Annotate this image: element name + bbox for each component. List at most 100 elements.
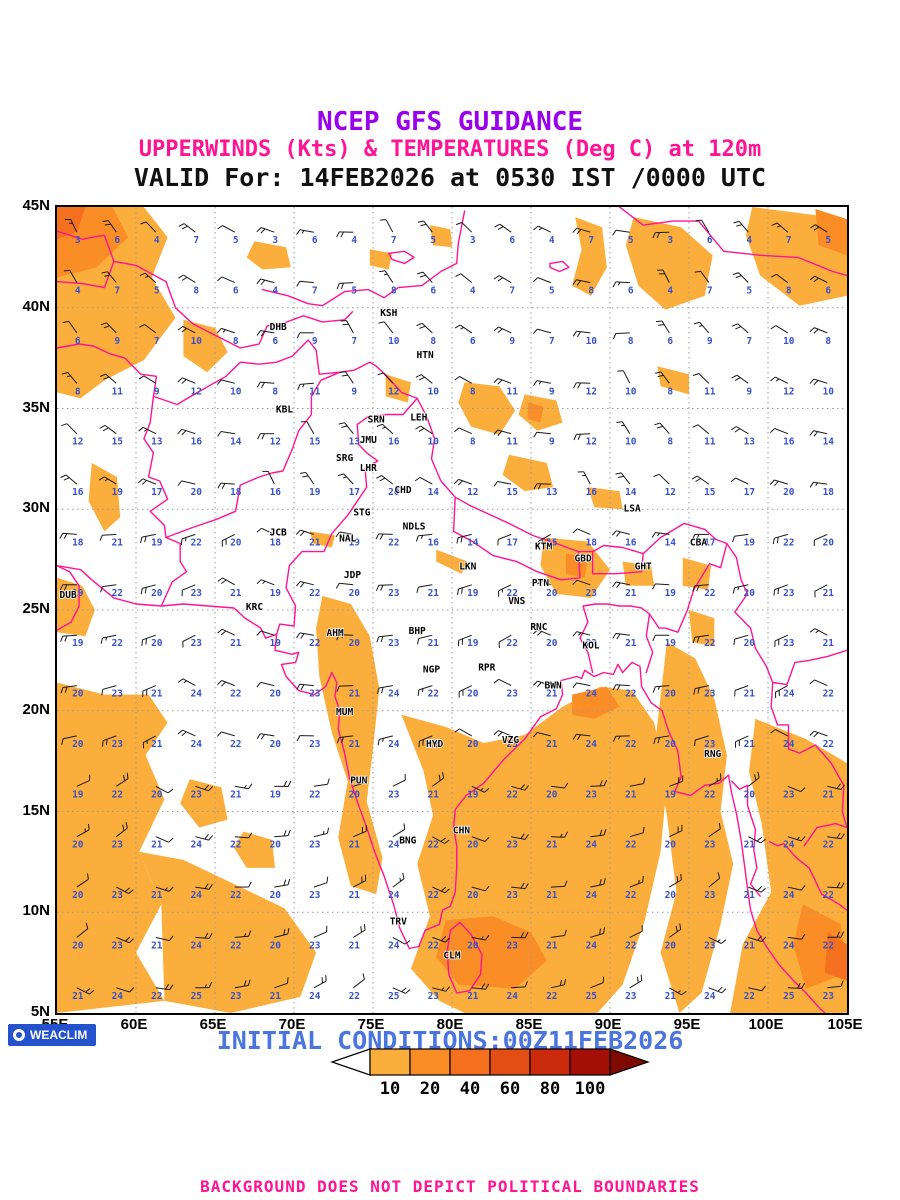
svg-text:24: 24: [388, 739, 400, 750]
svg-text:4: 4: [154, 235, 160, 246]
disclaimer-text: BACKGROUND DOES NOT DEPICT POLITICAL BOU…: [200, 1177, 700, 1196]
svg-text:VZG: VZG: [502, 735, 519, 746]
svg-text:25: 25: [783, 991, 795, 1002]
lon-tick-label: 85E: [515, 1016, 543, 1033]
svg-text:20: 20: [270, 890, 282, 901]
svg-text:10: 10: [191, 336, 203, 347]
svg-text:19: 19: [349, 537, 361, 548]
svg-text:22: 22: [388, 537, 399, 548]
svg-text:7: 7: [154, 336, 160, 347]
svg-text:4: 4: [75, 286, 81, 297]
svg-text:20: 20: [270, 739, 282, 750]
svg-text:21: 21: [151, 739, 163, 750]
svg-text:16: 16: [191, 437, 203, 448]
svg-text:22: 22: [625, 940, 636, 951]
svg-text:19: 19: [665, 588, 677, 599]
svg-text:12: 12: [191, 386, 202, 397]
svg-text:16: 16: [586, 487, 598, 498]
svg-text:22: 22: [506, 588, 517, 599]
svg-text:20: 20: [151, 638, 163, 649]
svg-text:11: 11: [506, 386, 518, 397]
svg-text:20: 20: [823, 537, 835, 548]
svg-text:21: 21: [230, 789, 242, 800]
svg-text:21: 21: [625, 638, 637, 649]
svg-text:22: 22: [428, 689, 439, 700]
svg-text:7: 7: [114, 286, 120, 297]
svg-text:7: 7: [193, 235, 199, 246]
svg-text:22: 22: [230, 890, 241, 901]
svg-text:8: 8: [233, 336, 239, 347]
svg-text:23: 23: [112, 840, 124, 851]
legend-swatch: [369, 1048, 411, 1076]
svg-text:5: 5: [825, 235, 831, 246]
legend-value-label: 80: [540, 1079, 560, 1099]
svg-text:3: 3: [75, 235, 81, 246]
weaclim-logo-text: WEACLIM: [30, 1028, 88, 1042]
svg-text:7: 7: [746, 336, 752, 347]
svg-text:22: 22: [112, 588, 123, 599]
svg-text:22: 22: [744, 991, 755, 1002]
svg-text:4: 4: [272, 286, 278, 297]
svg-text:21: 21: [823, 588, 835, 599]
svg-text:8: 8: [391, 286, 397, 297]
svg-text:23: 23: [388, 789, 400, 800]
svg-text:20: 20: [744, 638, 756, 649]
svg-text:8: 8: [75, 386, 81, 397]
svg-text:22: 22: [625, 840, 636, 851]
svg-text:17: 17: [744, 487, 755, 498]
svg-text:23: 23: [586, 789, 598, 800]
svg-text:19: 19: [151, 537, 163, 548]
svg-text:5: 5: [154, 286, 160, 297]
svg-text:20: 20: [349, 638, 361, 649]
svg-text:DUB: DUB: [60, 590, 77, 601]
svg-text:24: 24: [586, 739, 598, 750]
svg-text:9: 9: [509, 336, 515, 347]
svg-text:STG: STG: [353, 507, 370, 518]
lon-tick-label: 60E: [120, 1016, 148, 1033]
svg-text:6: 6: [233, 286, 239, 297]
legend-swatch: [569, 1048, 611, 1076]
svg-text:3: 3: [470, 235, 476, 246]
svg-text:13: 13: [151, 437, 163, 448]
svg-text:13: 13: [546, 487, 558, 498]
svg-text:AHM: AHM: [327, 628, 344, 639]
svg-text:21: 21: [270, 991, 282, 1002]
svg-text:22: 22: [309, 789, 320, 800]
legend-swatch: [489, 1048, 531, 1076]
svg-text:20: 20: [349, 588, 361, 599]
svg-text:24: 24: [191, 890, 203, 901]
svg-text:22: 22: [112, 638, 123, 649]
svg-text:20: 20: [72, 689, 84, 700]
svg-text:9: 9: [312, 336, 318, 347]
lat-tick-label: 30N: [22, 499, 50, 517]
svg-text:6: 6: [825, 286, 831, 297]
svg-text:TRV: TRV: [390, 916, 407, 927]
svg-text:14: 14: [230, 437, 242, 448]
svg-text:BWN: BWN: [545, 681, 562, 692]
svg-text:22: 22: [823, 840, 834, 851]
svg-text:22: 22: [506, 638, 517, 649]
lat-tick-label: 35N: [22, 398, 50, 416]
svg-text:24: 24: [783, 689, 795, 700]
svg-text:23: 23: [586, 638, 598, 649]
svg-text:HYD: HYD: [426, 739, 443, 750]
wind-barbs-layer: [59, 219, 845, 996]
svg-text:20: 20: [349, 789, 361, 800]
svg-text:23: 23: [823, 991, 835, 1002]
legend-swatch: [449, 1048, 491, 1076]
legend-swatch: [529, 1048, 571, 1076]
svg-text:14: 14: [823, 437, 835, 448]
svg-text:6: 6: [628, 286, 634, 297]
svg-text:23: 23: [506, 890, 518, 901]
svg-text:20: 20: [467, 940, 479, 951]
legend-value-label: 20: [420, 1079, 440, 1099]
svg-text:9: 9: [154, 386, 160, 397]
svg-text:20: 20: [270, 940, 282, 951]
legend-colorbar: 10 20 40 60 80 100: [330, 1048, 650, 1099]
svg-text:19: 19: [467, 638, 479, 649]
svg-text:KTM: KTM: [535, 542, 552, 553]
svg-text:23: 23: [783, 789, 795, 800]
svg-text:15: 15: [704, 487, 716, 498]
svg-text:10: 10: [428, 386, 440, 397]
svg-text:24: 24: [704, 991, 716, 1002]
